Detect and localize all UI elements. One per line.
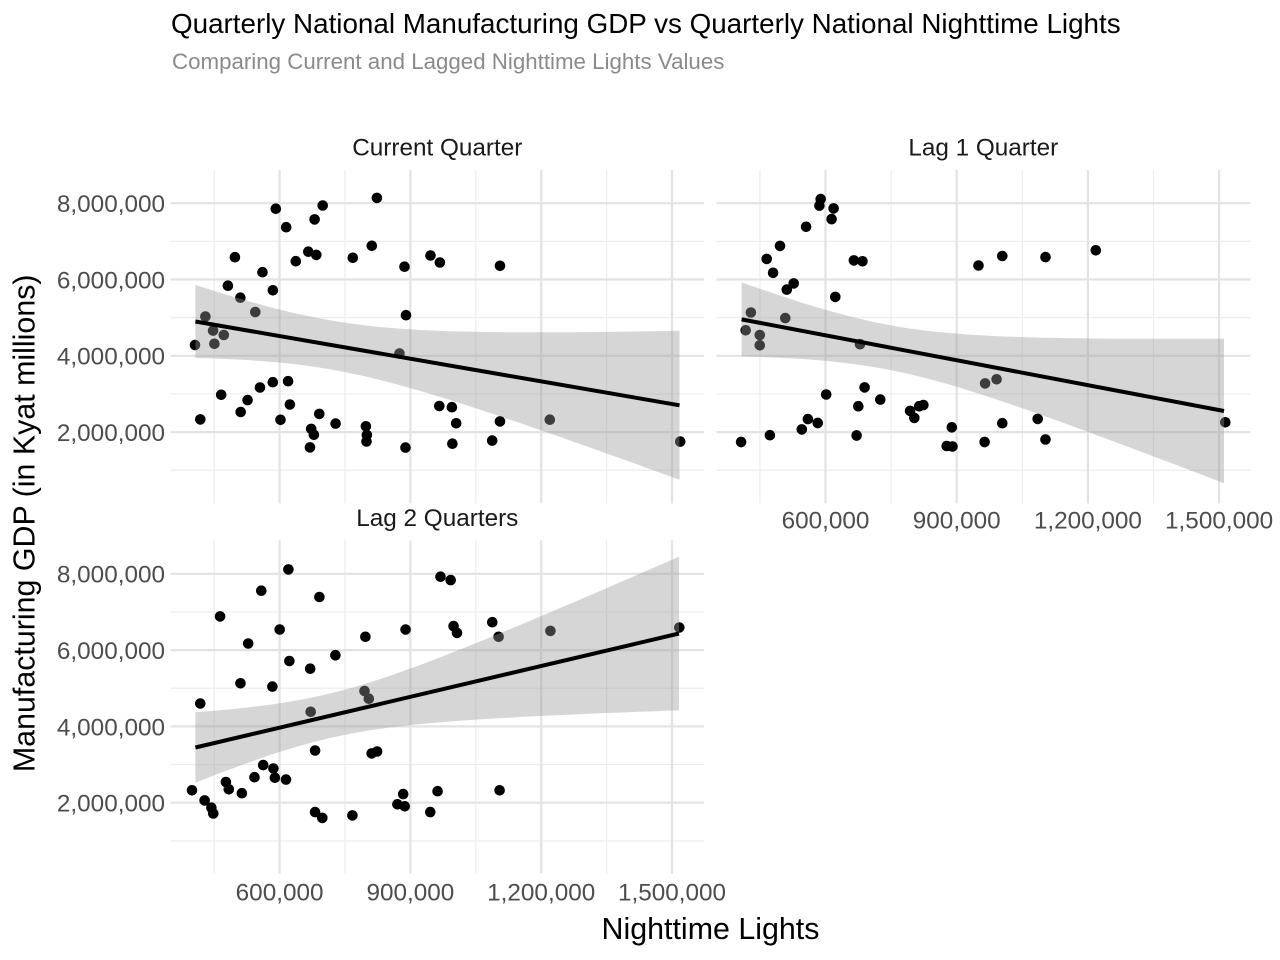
svg-text:600,000: 600,000 bbox=[782, 507, 870, 534]
svg-text:Lag 2 Quarters: Lag 2 Quarters bbox=[356, 505, 518, 532]
svg-text:1,200,000: 1,200,000 bbox=[487, 879, 595, 906]
svg-text:Manufacturing GDP (in Kyat mil: Manufacturing GDP (in Kyat millions) bbox=[8, 274, 42, 772]
svg-text:8,000,000: 8,000,000 bbox=[57, 191, 165, 218]
svg-text:8,000,000: 8,000,000 bbox=[57, 562, 165, 589]
svg-text:Quarterly National Manufacturi: Quarterly National Manufacturing GDP vs … bbox=[171, 8, 1121, 39]
svg-text:Comparing Current and Lagged N: Comparing Current and Lagged Nighttime L… bbox=[172, 49, 724, 74]
svg-text:2,000,000: 2,000,000 bbox=[57, 791, 165, 818]
svg-text:1,500,000: 1,500,000 bbox=[1165, 507, 1273, 534]
svg-text:1,200,000: 1,200,000 bbox=[1034, 507, 1142, 534]
svg-text:6,000,000: 6,000,000 bbox=[57, 267, 165, 294]
svg-text:4,000,000: 4,000,000 bbox=[57, 714, 165, 741]
svg-text:Lag 1 Quarter: Lag 1 Quarter bbox=[908, 135, 1058, 162]
svg-text:Nighttime Lights: Nighttime Lights bbox=[602, 912, 820, 946]
svg-text:900,000: 900,000 bbox=[366, 879, 454, 906]
svg-text:900,000: 900,000 bbox=[913, 507, 1001, 534]
svg-text:Current Quarter: Current Quarter bbox=[352, 135, 522, 162]
svg-text:600,000: 600,000 bbox=[236, 879, 324, 906]
svg-text:6,000,000: 6,000,000 bbox=[57, 638, 165, 665]
svg-text:1,500,000: 1,500,000 bbox=[618, 879, 726, 906]
svg-text:4,000,000: 4,000,000 bbox=[57, 344, 165, 371]
svg-text:2,000,000: 2,000,000 bbox=[57, 420, 165, 447]
